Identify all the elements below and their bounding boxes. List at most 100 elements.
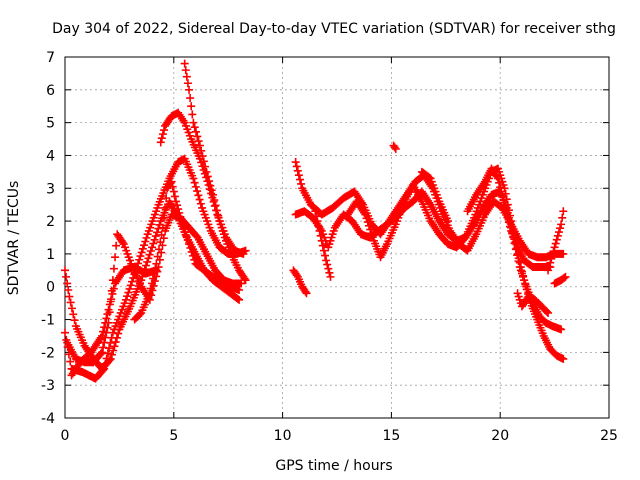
- data-point: [443, 217, 452, 226]
- data-point: [65, 292, 74, 301]
- data-point: [127, 277, 136, 286]
- data-point: [70, 316, 79, 325]
- data-point: [185, 240, 194, 249]
- data-point: [362, 214, 371, 223]
- data-point: [126, 281, 135, 290]
- data-point: [66, 357, 75, 366]
- data-point: [505, 222, 514, 231]
- data-point: [552, 235, 561, 244]
- data-point: [198, 152, 207, 161]
- data-point: [521, 280, 530, 289]
- data-point: [188, 251, 197, 260]
- y-tick-labels: -4 -3 -2 -1 0 1 2 3 4 5 6 7: [41, 50, 55, 427]
- data-point: [325, 268, 334, 277]
- x-tick-label: 0: [61, 428, 70, 444]
- data-point: [104, 305, 113, 314]
- data-point: [140, 241, 149, 250]
- data-point: [544, 308, 553, 317]
- data-point: [315, 226, 324, 235]
- data-point: [311, 207, 320, 216]
- data-point: [99, 343, 108, 352]
- y-tick-label: 0: [46, 280, 55, 296]
- data-point: [112, 241, 121, 250]
- data-point: [135, 310, 144, 319]
- data-point: [105, 356, 114, 365]
- data-point: [239, 249, 248, 258]
- data-point: [61, 328, 69, 337]
- data-point: [544, 266, 553, 275]
- data-point: [154, 224, 163, 233]
- data-point: [210, 196, 219, 205]
- data-point: [156, 238, 165, 247]
- data-point: [367, 229, 376, 238]
- data-point: [233, 294, 242, 303]
- data-point: [292, 162, 301, 171]
- data-point: [194, 191, 203, 200]
- data-point: [69, 310, 78, 319]
- data-point: [153, 252, 162, 261]
- y-tick-label: 6: [46, 83, 55, 99]
- data-point: [175, 208, 184, 217]
- data-point: [547, 254, 556, 263]
- data-point: [177, 216, 186, 225]
- data-point: [187, 102, 196, 111]
- data-point: [557, 325, 566, 334]
- data-point: [558, 213, 567, 222]
- data-point: [111, 338, 120, 347]
- data-point: [522, 285, 531, 294]
- data-point: [501, 205, 510, 214]
- data-point: [179, 224, 188, 233]
- data-point: [203, 172, 212, 181]
- data-point: [180, 59, 189, 68]
- data-point: [155, 245, 164, 254]
- data-point: [187, 247, 196, 256]
- data-point: [186, 244, 195, 253]
- x-axis-label: GPS time / hours: [275, 458, 392, 474]
- data-point: [324, 264, 333, 273]
- data-point: [170, 192, 179, 201]
- series-track-p: [544, 207, 568, 275]
- data-point: [100, 338, 109, 347]
- data-point: [202, 167, 211, 176]
- data-point: [151, 232, 160, 241]
- data-point: [196, 199, 205, 208]
- data-point: [141, 261, 150, 270]
- data-point: [135, 255, 144, 264]
- data-point: [301, 287, 310, 296]
- data-point: [110, 342, 119, 351]
- data-point: [546, 258, 555, 267]
- data-point: [162, 194, 171, 203]
- y-tick-label: 2: [46, 214, 55, 230]
- data-point: [294, 171, 303, 180]
- data-point: [322, 256, 331, 265]
- data-point: [319, 246, 328, 255]
- data-point: [148, 279, 157, 288]
- data-point: [188, 110, 197, 119]
- data-point: [211, 201, 220, 210]
- data-point: [195, 141, 204, 150]
- plot-frame: [64, 56, 610, 419]
- data-point: [297, 179, 306, 188]
- x-tick-label: 25: [600, 428, 618, 444]
- series-track-r: [289, 266, 311, 298]
- data-point: [153, 228, 162, 237]
- data-point: [109, 346, 118, 355]
- data-point: [314, 222, 323, 231]
- data-point: [148, 243, 157, 252]
- data-point: [214, 211, 223, 220]
- data-point: [107, 350, 116, 359]
- data-point: [182, 232, 191, 241]
- data-point: [186, 94, 195, 103]
- data-point: [497, 187, 506, 196]
- data-point: [160, 213, 169, 222]
- data-point: [106, 354, 115, 363]
- data-point: [158, 223, 167, 232]
- data-point: [168, 182, 177, 191]
- data-point: [391, 144, 400, 153]
- data-point: [317, 236, 326, 245]
- data-point: [161, 203, 170, 212]
- data-point: [519, 271, 528, 280]
- data-point: [145, 250, 154, 259]
- data-point: [158, 130, 167, 139]
- data-point: [157, 134, 166, 143]
